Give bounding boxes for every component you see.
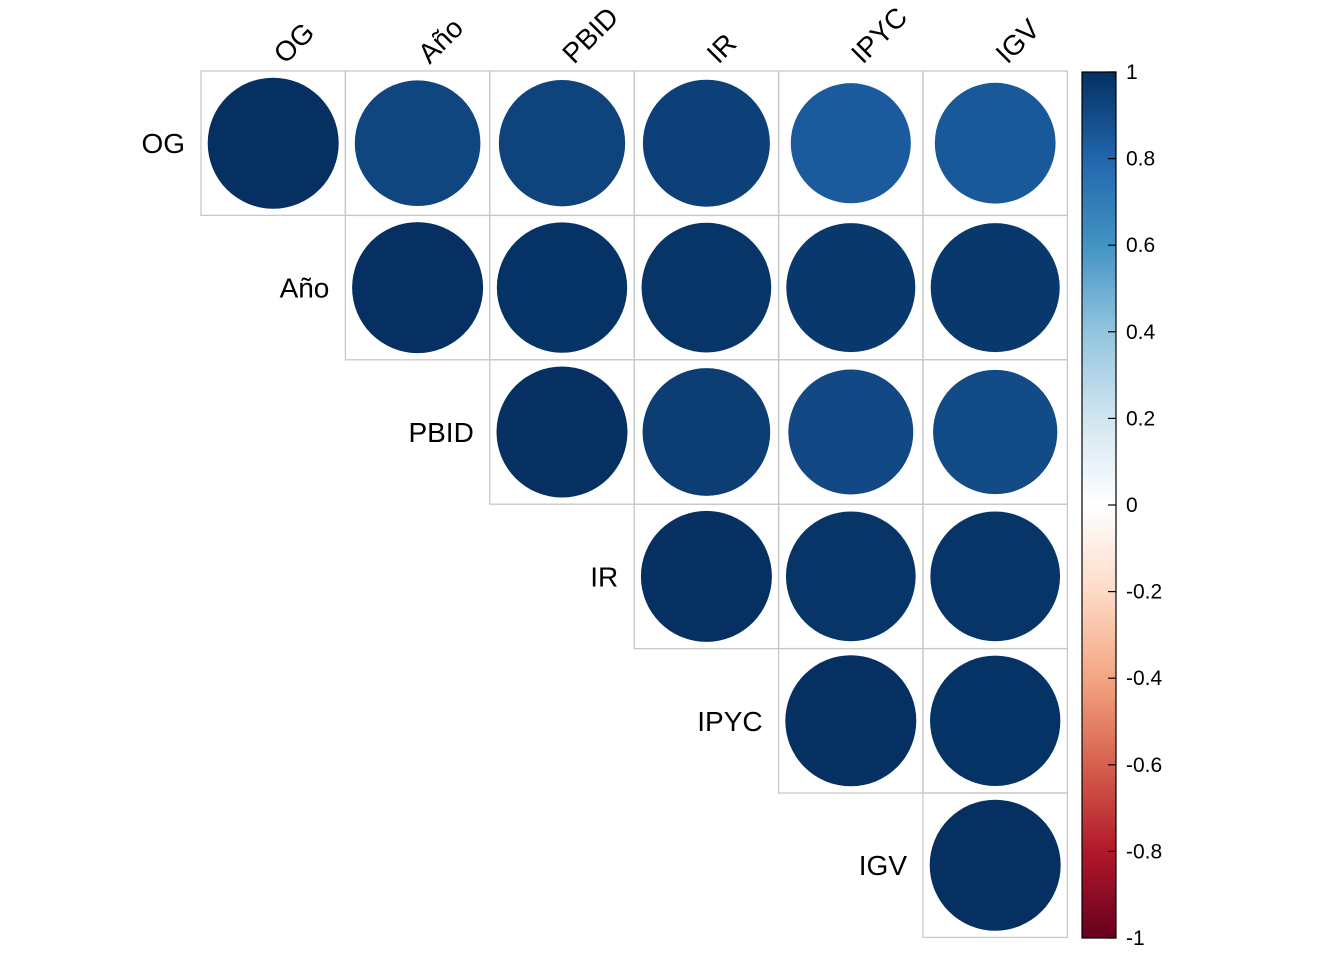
row-label-3: PBID bbox=[408, 417, 473, 448]
colorbar-tick-label: 1 bbox=[1126, 61, 1138, 84]
matrix-cell bbox=[922, 792, 1069, 939]
colorbar-tick-label: 0.2 bbox=[1126, 407, 1155, 430]
row-label-6: IGV bbox=[859, 850, 908, 881]
column-label-1: OG bbox=[268, 17, 321, 70]
colorbar-tick-label: 0.4 bbox=[1126, 321, 1156, 344]
corr-circle-IR-IPYC bbox=[785, 511, 916, 642]
corr-circle-Año-Año bbox=[352, 222, 484, 354]
colorbar-tick-label: 0 bbox=[1126, 494, 1138, 517]
column-labels: OG Año PBID IR IPYC IGV bbox=[268, 1, 1046, 69]
colorbar-tick-label: 0.6 bbox=[1126, 234, 1155, 257]
corr-circle-OG-Año bbox=[354, 80, 481, 207]
corr-circle-IPYC-IPYC bbox=[785, 655, 917, 787]
row-label-1: OG bbox=[141, 128, 185, 159]
colorbar-tick-label: 0.8 bbox=[1126, 148, 1155, 171]
corr-circle-OG-PBID bbox=[498, 80, 626, 207]
column-label-6: IGV bbox=[990, 13, 1046, 69]
row-label-2: Año bbox=[280, 273, 330, 304]
corr-circle-Año-IGV bbox=[930, 223, 1060, 353]
row-label-4: IR bbox=[590, 561, 618, 592]
colorbar-tick-label: -0.2 bbox=[1126, 581, 1162, 604]
row-label-5: IPYC bbox=[697, 706, 762, 737]
corr-circle-PBID-PBID bbox=[496, 366, 628, 498]
corr-circle-Año-PBID bbox=[496, 222, 628, 353]
column-label-4: IR bbox=[701, 28, 743, 70]
corr-circle-PBID-IPYC bbox=[788, 369, 914, 495]
corr-circle-Año-IR bbox=[641, 222, 772, 353]
corr-circle-OG-IGV bbox=[934, 82, 1056, 204]
corr-circle-IGV-IGV bbox=[929, 799, 1061, 931]
corr-circle-IR-IR bbox=[640, 510, 772, 642]
column-label-3: PBID bbox=[556, 1, 624, 69]
corr-circle-OG-IR bbox=[642, 79, 770, 207]
matrix-grid bbox=[200, 70, 1069, 939]
row-labels: OG Año PBID IR IPYC IGV bbox=[141, 128, 907, 881]
corr-circle-IR-IGV bbox=[930, 511, 1061, 642]
corr-circle-IPYC-IGV bbox=[930, 655, 1061, 786]
colorbar-tick-label: -0.8 bbox=[1126, 840, 1162, 863]
corr-circle-PBID-IR bbox=[642, 368, 771, 496]
column-label-5: IPYC bbox=[845, 1, 913, 69]
column-label-2: Año bbox=[412, 12, 469, 69]
colorbar-tick-label: -1 bbox=[1126, 927, 1145, 950]
corr-circle-Año-IPYC bbox=[786, 223, 916, 353]
colorbar-tick-label: -0.4 bbox=[1126, 667, 1163, 690]
corr-circle-OG-IPYC bbox=[790, 83, 911, 204]
corr-circle-OG-OG bbox=[207, 77, 339, 209]
color-legend: 1 0.8 0.6 0.4 0.2 0 -0.2 -0.4 -0.6 -0.8 -1 bbox=[1081, 61, 1163, 950]
colorbar-tick-label: -0.6 bbox=[1126, 754, 1162, 777]
corr-circle-PBID-IGV bbox=[933, 369, 1058, 495]
correlation-circles bbox=[207, 77, 1061, 931]
